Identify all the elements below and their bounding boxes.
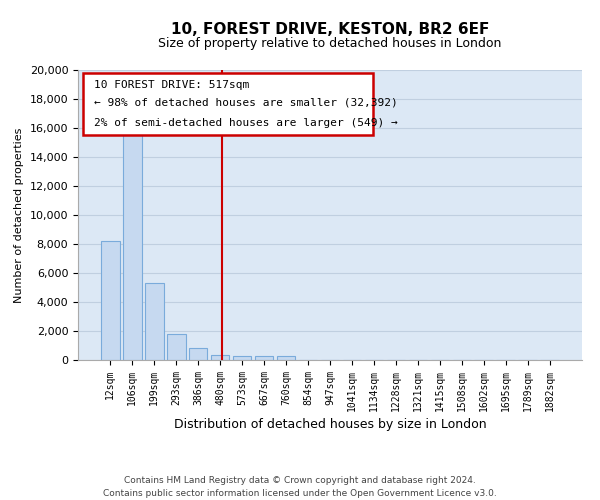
Bar — [123, 120, 142, 360]
Bar — [189, 348, 208, 360]
Bar — [145, 283, 164, 360]
Text: ← 98% of detached houses are smaller (32,392): ← 98% of detached houses are smaller (32… — [94, 98, 398, 108]
Bar — [211, 355, 229, 360]
Text: Size of property relative to detached houses in London: Size of property relative to detached ho… — [158, 38, 502, 51]
Bar — [101, 241, 119, 360]
FancyBboxPatch shape — [83, 73, 373, 135]
Bar — [233, 356, 251, 360]
Text: 2% of semi-detached houses are larger (549) →: 2% of semi-detached houses are larger (5… — [94, 118, 398, 128]
Text: 10, FOREST DRIVE, KESTON, BR2 6EF: 10, FOREST DRIVE, KESTON, BR2 6EF — [171, 22, 489, 38]
Y-axis label: Number of detached properties: Number of detached properties — [14, 128, 24, 302]
Bar — [277, 356, 295, 360]
Bar — [255, 356, 274, 360]
Text: Contains public sector information licensed under the Open Government Licence v3: Contains public sector information licen… — [103, 489, 497, 498]
Bar — [167, 334, 185, 360]
X-axis label: Distribution of detached houses by size in London: Distribution of detached houses by size … — [173, 418, 487, 431]
Text: 10 FOREST DRIVE: 517sqm: 10 FOREST DRIVE: 517sqm — [94, 80, 250, 90]
Text: Contains HM Land Registry data © Crown copyright and database right 2024.: Contains HM Land Registry data © Crown c… — [124, 476, 476, 485]
